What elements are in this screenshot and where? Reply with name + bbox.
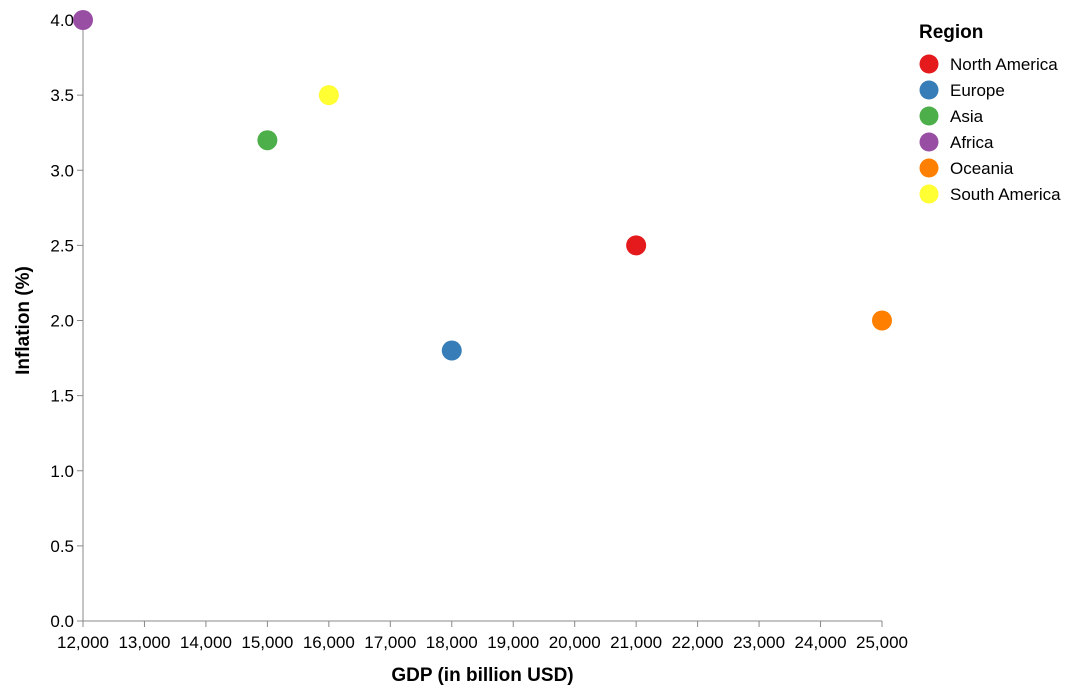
data-point-africa [73, 10, 93, 30]
x-tick-label: 21,000 [610, 633, 662, 652]
y-tick-label: 2.5 [50, 236, 74, 255]
legend-swatch [919, 158, 939, 178]
legend-label: Africa [950, 133, 994, 152]
legend-label: Oceania [950, 159, 1014, 178]
legend-label: Asia [950, 107, 984, 126]
y-tick-label: 0.0 [50, 612, 74, 631]
x-tick-label: 20,000 [549, 633, 601, 652]
legend-label: South America [950, 185, 1061, 204]
y-tick-label: 0.5 [50, 537, 74, 556]
y-axis-title: Inflation (%) [13, 266, 34, 375]
axes: 0.0 0.5 1.0 1.5 2.0 2.5 3.0 3.5 4.0 12,000 13,000 1… [50, 11, 908, 652]
data-point-oceania [872, 310, 892, 331]
x-tick-label: 17,000 [364, 633, 416, 652]
legend-label: North America [950, 55, 1058, 74]
data-point-asia [257, 130, 278, 151]
y-tick-label: 4.0 [50, 11, 74, 30]
data-point-europe [441, 340, 462, 361]
x-tick-label: 24,000 [795, 633, 847, 652]
x-tick-label: 12,000 [57, 633, 109, 652]
x-tick-label: 16,000 [303, 633, 355, 652]
y-tick-label: 3.5 [50, 86, 74, 105]
legend-swatch [919, 54, 939, 74]
x-tick-label: 19,000 [487, 633, 539, 652]
legend-swatch [919, 106, 939, 126]
x-axis-title: GDP (in billion USD) [391, 665, 573, 686]
y-tick-label: 3.0 [50, 161, 74, 180]
data-point-south-america [318, 85, 339, 106]
legend-swatch [919, 184, 939, 204]
x-tick-label: 25,000 [856, 633, 908, 652]
x-tick-label: 22,000 [672, 633, 724, 652]
y-tick-label: 1.5 [50, 387, 74, 406]
data-points [73, 10, 892, 361]
legend-swatch [919, 80, 939, 100]
x-tick-label: 13,000 [118, 633, 170, 652]
legend-title: Region [919, 22, 983, 43]
x-tick-label: 14,000 [180, 633, 232, 652]
x-tick-label: 18,000 [426, 633, 478, 652]
data-point-north-america [626, 235, 647, 256]
legend-label: Europe [950, 81, 1005, 100]
y-tick-label: 1.0 [50, 462, 74, 481]
legend: Region North America Europe Asia Africa Ocea… [919, 22, 1061, 204]
legend-swatch [919, 132, 939, 152]
x-tick-label: 23,000 [733, 633, 785, 652]
x-tick-label: 15,000 [241, 633, 293, 652]
y-tick-label: 2.0 [50, 312, 74, 331]
